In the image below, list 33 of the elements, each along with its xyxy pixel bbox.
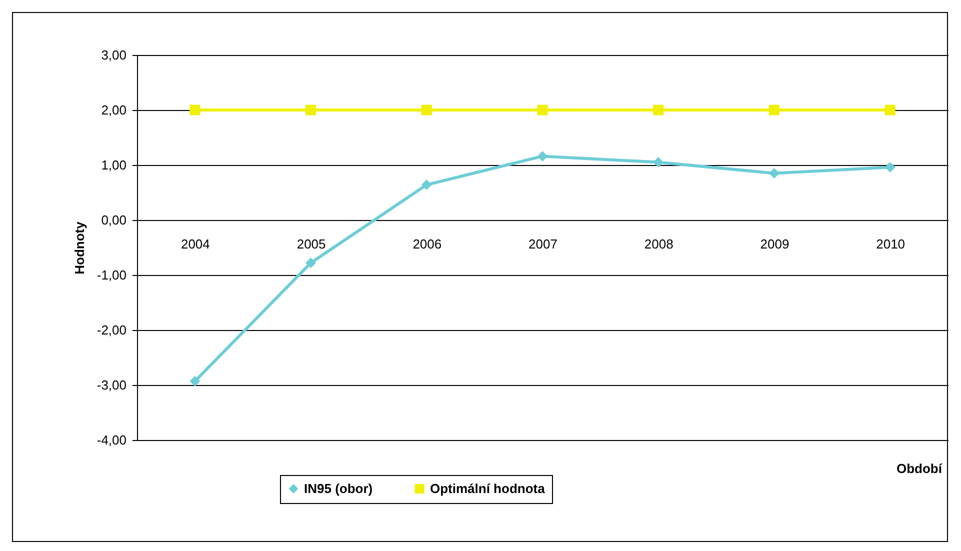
y-tick-label: -2,00	[96, 322, 126, 338]
y-tick-label: -1,00	[96, 268, 126, 282]
point	[190, 376, 200, 386]
y-tick-label: 0,00	[101, 212, 126, 228]
x-axis-title: Období	[896, 461, 942, 476]
point	[653, 104, 664, 116]
y-tick-label: 1,00	[101, 158, 126, 172]
x-tick-label: 2005	[296, 236, 326, 252]
x-tick-label: 2008	[644, 236, 674, 252]
point	[306, 104, 316, 116]
point	[768, 168, 780, 178]
y-tick-label: 2,00	[101, 102, 126, 118]
y-tick-label: 3,00	[101, 48, 126, 62]
point	[537, 150, 548, 162]
point	[884, 104, 896, 116]
x-tick-label: 2004	[180, 236, 210, 252]
legend-label: Optimální hodnota	[430, 480, 546, 496]
point	[306, 258, 316, 268]
x-tick-label: 2007	[528, 236, 558, 252]
x-tick-label: 2006	[412, 236, 442, 252]
point	[421, 180, 432, 190]
point	[190, 104, 200, 116]
point	[884, 162, 896, 172]
x-tick-label: 2009	[760, 236, 790, 252]
point	[653, 157, 664, 168]
legend-label: IN95 (obor)	[304, 480, 373, 496]
point	[421, 104, 432, 116]
y-axis-title: Hodnoty	[72, 220, 87, 274]
point	[768, 104, 780, 116]
x-tick-label: 2010	[876, 236, 906, 252]
y-tick-label: -4,00	[96, 432, 126, 448]
point	[537, 104, 548, 116]
y-tick-label: -3,00	[96, 378, 126, 392]
